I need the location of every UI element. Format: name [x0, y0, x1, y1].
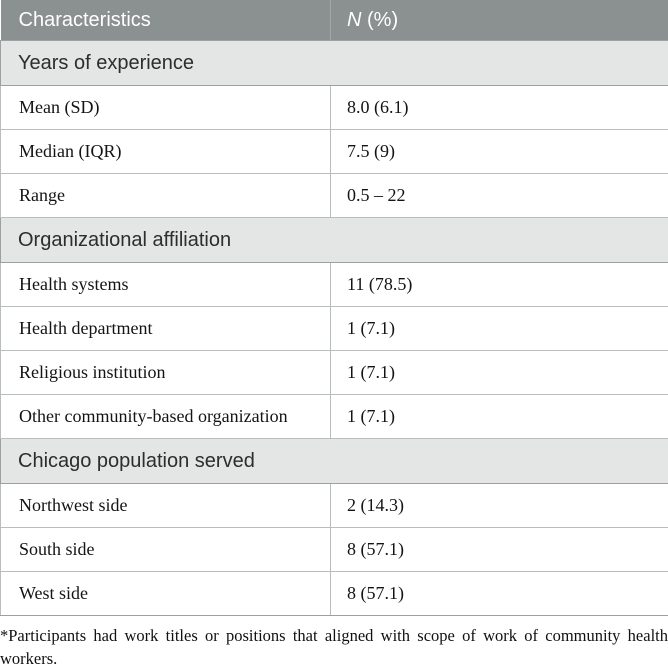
row-value: 2 (14.3)	[331, 484, 668, 528]
column-header-characteristics-label: Characteristics	[19, 9, 151, 31]
row-value: 8.0 (6.1)	[331, 86, 668, 130]
row-label: Northwest side	[1, 484, 331, 528]
row-value: 8 (57.1)	[331, 572, 668, 616]
section-title: Years of experience	[1, 41, 668, 86]
section-header-organizational-affiliation: Organizational affiliation	[1, 218, 668, 263]
table-row: Health department 1 (7.1)	[1, 307, 668, 351]
section-header-chicago-population-served: Chicago population served	[1, 439, 668, 484]
table-row: Range 0.5 – 22	[1, 174, 668, 218]
table-row: West side 8 (57.1)	[1, 572, 668, 616]
table-row: South side 8 (57.1)	[1, 528, 668, 572]
column-header-n-percent: N (%)	[331, 0, 668, 41]
row-value: 7.5 (9)	[331, 130, 668, 174]
row-label: Religious institution	[1, 351, 331, 395]
footnote: *Participants had work titles or positio…	[0, 624, 668, 671]
row-label: Range	[1, 174, 331, 218]
table-row: Northwest side 2 (14.3)	[1, 484, 668, 528]
section-title: Organizational affiliation	[1, 218, 668, 263]
row-label: Health systems	[1, 263, 331, 307]
column-header-characteristics: Characteristics	[1, 0, 331, 41]
row-label: Mean (SD)	[1, 86, 331, 130]
row-label: Other community-based organization	[1, 395, 331, 439]
row-value: 8 (57.1)	[331, 528, 668, 572]
table-row: Religious institution 1 (7.1)	[1, 351, 668, 395]
table-row: Health systems 11 (78.5)	[1, 263, 668, 307]
n-symbol: N	[347, 9, 361, 31]
row-label: South side	[1, 528, 331, 572]
section-title: Chicago population served	[1, 439, 668, 484]
row-value: 1 (7.1)	[331, 395, 668, 439]
row-value: 11 (78.5)	[331, 263, 668, 307]
row-value: 1 (7.1)	[331, 351, 668, 395]
table-row: Other community-based organization 1 (7.…	[1, 395, 668, 439]
section-header-years-of-experience: Years of experience	[1, 41, 668, 86]
table-row: Median (IQR) 7.5 (9)	[1, 130, 668, 174]
table-row: Mean (SD) 8.0 (6.1)	[1, 86, 668, 130]
row-label: Health department	[1, 307, 331, 351]
row-label: West side	[1, 572, 331, 616]
percent-label: (%)	[367, 9, 398, 31]
row-label: Median (IQR)	[1, 130, 331, 174]
table-header-row: Characteristics N (%)	[1, 0, 668, 41]
row-value: 0.5 – 22	[331, 174, 668, 218]
characteristics-table: Characteristics N (%) Years of experienc…	[0, 0, 668, 616]
row-value: 1 (7.1)	[331, 307, 668, 351]
